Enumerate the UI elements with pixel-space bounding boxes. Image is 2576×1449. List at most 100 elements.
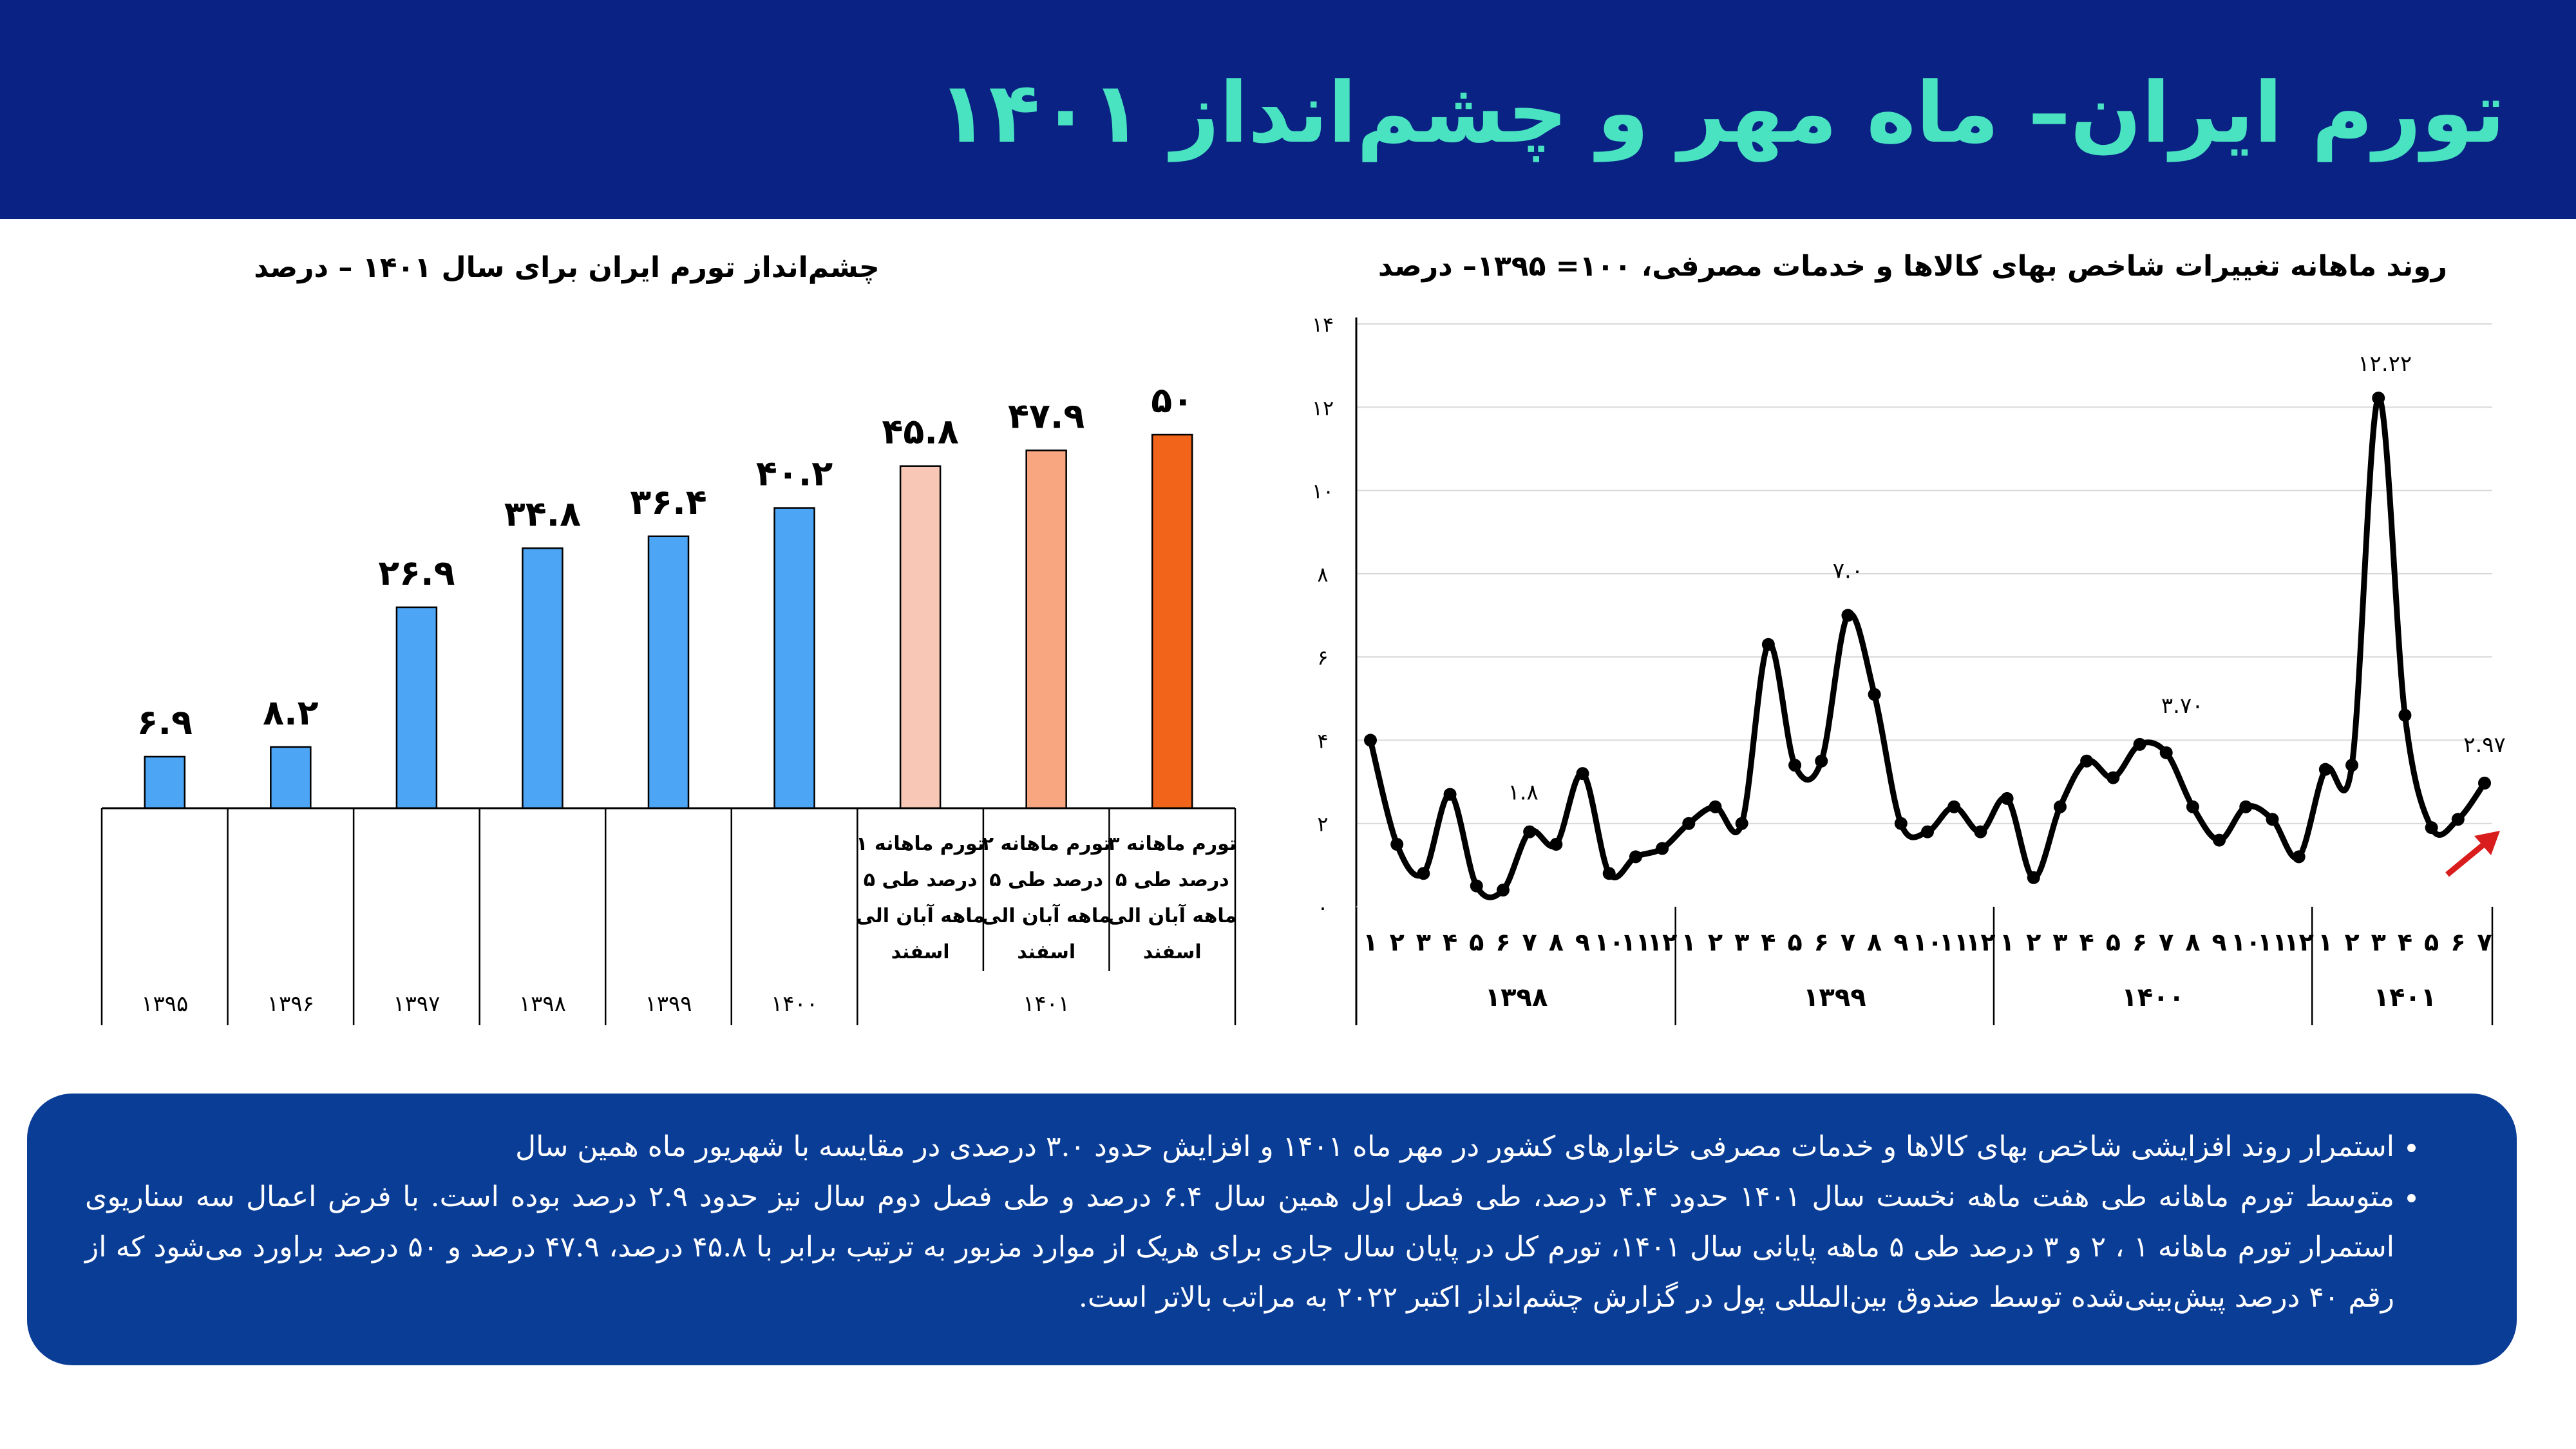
data-point bbox=[2398, 708, 2412, 722]
y-tick-label: ۱۰ bbox=[1312, 479, 1334, 504]
point-value-label: ۱۲.۲۲ bbox=[2358, 351, 2412, 377]
month-tick-label: ۹ bbox=[2211, 928, 2226, 956]
month-tick-label: ۱ bbox=[2000, 928, 2014, 956]
month-tick-label: ۱۲ bbox=[1965, 928, 1995, 956]
year-group-label: ۱۴۰۱ bbox=[2374, 983, 2437, 1012]
month-tick-label: ۲ bbox=[1708, 928, 1723, 956]
year-label: ۱۳۹۸ bbox=[519, 991, 566, 1017]
bar-value-label: ۸.۲ bbox=[263, 692, 318, 733]
note-item: استمرار روند افزایشی شاخص بهای کالاها و … bbox=[85, 1122, 2394, 1172]
month-tick-label: ۴ bbox=[2398, 928, 2412, 956]
month-tick-label: ۱۱ bbox=[1939, 928, 1969, 956]
month-tick-label: ۱۲ bbox=[1647, 928, 1677, 956]
data-point bbox=[1390, 838, 1404, 851]
data-point bbox=[1841, 609, 1855, 622]
month-tick-label: ۱۱ bbox=[2257, 928, 2287, 956]
bar bbox=[144, 755, 186, 810]
y-tick-label: ۴ bbox=[1317, 728, 1328, 753]
month-tick-label: ۳ bbox=[2052, 928, 2067, 956]
month-tick-label: ۷ bbox=[2477, 928, 2492, 956]
data-point bbox=[1470, 879, 1483, 893]
bar bbox=[395, 606, 438, 810]
data-point bbox=[2239, 800, 2253, 813]
data-point bbox=[1443, 788, 1457, 801]
data-point bbox=[1629, 850, 1642, 864]
y-tick-label: ۶ bbox=[1317, 645, 1328, 670]
page-title: تورم ایران– ماه مهر و چشم‌انداز ۱۴۰۱ bbox=[938, 64, 2505, 162]
point-value-label: ۷.۰ bbox=[1833, 558, 1863, 584]
data-point bbox=[1496, 884, 1510, 897]
month-tick-label: ۱۰ bbox=[1595, 928, 1624, 956]
month-tick-label: ۱۲ bbox=[2284, 928, 2313, 956]
month-tick-label: ۱۱ bbox=[1621, 928, 1651, 956]
data-point bbox=[2080, 754, 2094, 768]
header-banner bbox=[0, 0, 2576, 219]
month-tick-label: ۶ bbox=[2450, 928, 2465, 956]
bar-value-label: ۴۵.۸ bbox=[882, 412, 958, 452]
data-point bbox=[1523, 825, 1537, 838]
month-tick-label: ۵ bbox=[1469, 928, 1484, 956]
month-tick-label: ۹ bbox=[1575, 928, 1590, 956]
data-point bbox=[2000, 791, 2014, 805]
month-tick-label: ۷ bbox=[1841, 928, 1855, 956]
data-point bbox=[2186, 800, 2199, 813]
scenario-category-label: تورم ماهانه ۲ درصد طی ۵ ماهه آبان الی اسفند bbox=[982, 833, 1111, 963]
year-label: ۱۳۹۷ bbox=[393, 991, 440, 1017]
month-tick-label: ۱ bbox=[1363, 928, 1378, 956]
data-point bbox=[1921, 825, 1934, 838]
data-point bbox=[1974, 825, 1987, 838]
data-point bbox=[1815, 754, 1828, 768]
bar-value-label: ۳۴.۸ bbox=[504, 493, 581, 534]
month-tick-label: ۵ bbox=[2106, 928, 2121, 956]
data-point bbox=[1868, 688, 1881, 701]
notes-panel: استمرار روند افزایشی شاخص بهای کالاها و … bbox=[27, 1094, 2517, 1365]
bar-value-label: ۶.۹ bbox=[137, 702, 193, 743]
month-tick-label: ۱ bbox=[1681, 928, 1696, 956]
data-point bbox=[1417, 867, 1430, 880]
month-tick-label: ۸ bbox=[1867, 928, 1882, 956]
bar bbox=[1025, 450, 1067, 810]
data-point bbox=[2451, 813, 2465, 826]
year-group-label: ۱۴۰۰ bbox=[2121, 983, 2184, 1012]
data-point bbox=[2159, 746, 2173, 759]
month-tick-label: ۱۰ bbox=[2231, 928, 2260, 956]
data-point bbox=[1602, 867, 1616, 880]
point-value-label: ۲.۹۷ bbox=[2463, 732, 2506, 758]
month-tick-label: ۴ bbox=[2079, 928, 2094, 956]
month-tick-label: ۵ bbox=[2424, 928, 2439, 956]
year-group-label: ۱۳۹۸ bbox=[1485, 983, 1548, 1012]
bar-value-label: ۴۰.۲ bbox=[756, 453, 833, 494]
point-value-label: ۱.۸ bbox=[1508, 780, 1538, 806]
month-tick-label: ۷ bbox=[2159, 928, 2174, 956]
bar-chart-title: چشم‌انداز تورم ایران برای سال ۱۴۰۱ – درص… bbox=[254, 251, 880, 284]
bar bbox=[522, 547, 564, 810]
month-tick-label: ۲ bbox=[2026, 928, 2041, 956]
month-tick-label: ۱ bbox=[2318, 928, 2333, 956]
data-point bbox=[1735, 817, 1748, 830]
month-tick-label: ۶ bbox=[1495, 928, 1510, 956]
data-point bbox=[2425, 821, 2438, 835]
bar-value-label: ۳۶.۴ bbox=[630, 482, 706, 522]
line-chart-title: روند ماهانه تغییرات شاخص بهای کالاها و خ… bbox=[1378, 250, 2447, 283]
month-tick-label: ۷ bbox=[1522, 928, 1537, 956]
month-tick-label: ۶ bbox=[1814, 928, 1829, 956]
bar-value-label: ۴۷.۹ bbox=[1008, 395, 1084, 436]
data-point bbox=[1549, 838, 1563, 851]
data-point bbox=[1682, 817, 1696, 830]
y-tick-label: ۱۲ bbox=[1312, 395, 1334, 420]
data-point bbox=[1947, 800, 1961, 813]
month-tick-label: ۶ bbox=[2132, 928, 2147, 956]
month-tick-label: ۵ bbox=[1787, 928, 1802, 956]
bar bbox=[899, 465, 942, 810]
month-tick-label: ۸ bbox=[2185, 928, 2200, 956]
data-point bbox=[2053, 800, 2067, 813]
bar-value-label: ۵۰ bbox=[1151, 380, 1193, 421]
bar bbox=[647, 535, 690, 810]
year-group-label: ۱۳۹۹ bbox=[1803, 983, 1866, 1012]
point-value-label: ۳.۷۰ bbox=[2161, 693, 2204, 719]
data-point bbox=[2345, 759, 2359, 772]
data-point bbox=[1656, 842, 1669, 855]
month-tick-label: ۴ bbox=[1443, 928, 1457, 956]
note-item: متوسط تورم ماهانه طی هفت ماهه نخست سال ۱… bbox=[85, 1172, 2394, 1323]
